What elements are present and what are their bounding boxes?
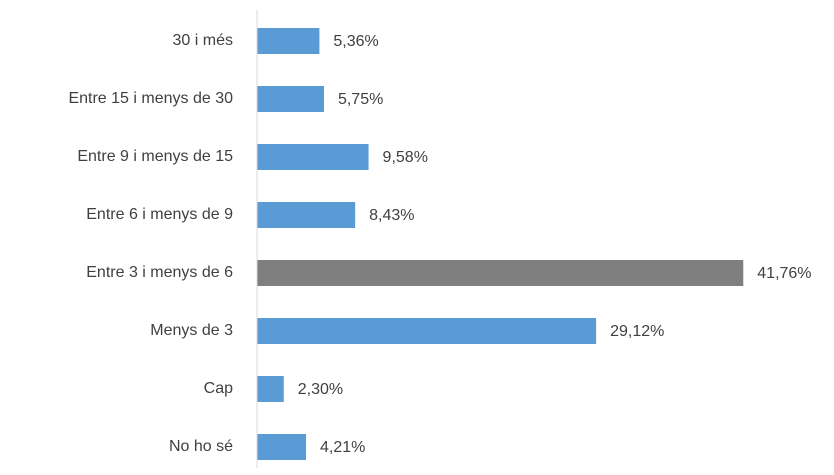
bar xyxy=(257,86,324,112)
bar xyxy=(257,202,356,228)
category-label: Cap xyxy=(204,380,233,397)
category-label: No ho sé xyxy=(169,438,233,455)
value-label: 5,36% xyxy=(333,33,378,50)
bar xyxy=(257,434,307,460)
bar xyxy=(257,260,744,286)
bar xyxy=(257,376,284,402)
category-label: Entre 6 i menys de 9 xyxy=(86,206,233,223)
category-label: 30 i més xyxy=(173,32,233,49)
category-label: Entre 15 i menys de 30 xyxy=(68,90,233,107)
category-label: Menys de 3 xyxy=(150,322,233,339)
value-label: 8,43% xyxy=(369,207,414,224)
value-label: 2,30% xyxy=(298,381,343,398)
bar xyxy=(257,318,597,344)
value-label: 5,75% xyxy=(338,91,383,108)
category-label: Entre 9 i menys de 15 xyxy=(77,148,233,165)
value-label: 4,21% xyxy=(320,439,365,456)
bar xyxy=(257,28,320,54)
value-label: 29,12% xyxy=(610,323,664,340)
category-label: Entre 3 i menys de 6 xyxy=(86,264,233,281)
bar xyxy=(257,144,369,170)
value-label: 41,76% xyxy=(757,265,811,282)
value-label: 9,58% xyxy=(383,149,428,166)
